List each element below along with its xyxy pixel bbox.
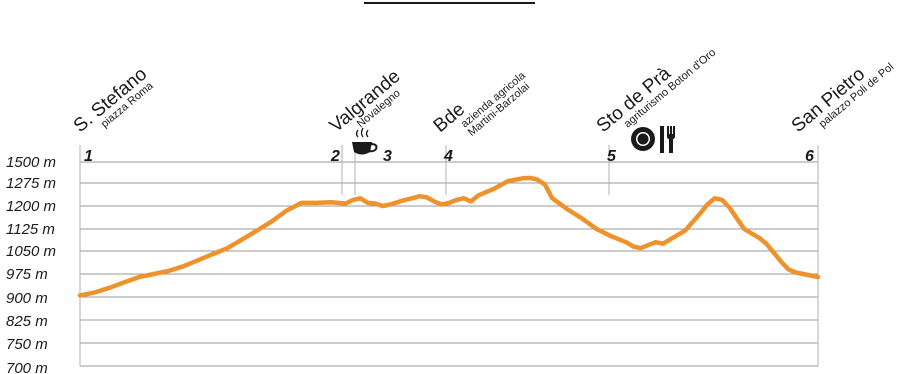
waypoint-number: 3 xyxy=(383,148,392,165)
coffee-icon xyxy=(352,127,378,155)
waypoint-number: 4 xyxy=(443,148,453,165)
y-tick-label: 1200 m xyxy=(6,198,56,215)
waypoint-icons xyxy=(352,126,675,155)
y-tick-label: 900 m xyxy=(6,290,48,307)
restaurant-icon xyxy=(631,126,675,153)
waypoint-number: 2 xyxy=(330,148,340,165)
y-tick-label: 825 m xyxy=(6,313,48,330)
waypoint-number: 6 xyxy=(805,148,814,165)
y-tick-label: 1500 m xyxy=(6,154,56,171)
y-tick-label: 750 m xyxy=(6,336,48,353)
y-tick-label: 700 m xyxy=(6,360,48,374)
y-tick-label: 1050 m xyxy=(6,243,56,260)
y-axis-labels: 1500 m 1275 m 1200 m 1125 m 1050 m 975 m 900 m… xyxy=(6,154,56,374)
y-tick-label: 1275 m xyxy=(6,175,56,192)
y-tick-label: 975 m xyxy=(6,266,48,283)
gridlines xyxy=(80,161,818,367)
elevation-line xyxy=(77,175,821,298)
y-tick-label: 1125 m xyxy=(6,221,55,238)
waypoint-number: 1 xyxy=(84,148,93,165)
waypoint-number: 5 xyxy=(607,148,617,165)
